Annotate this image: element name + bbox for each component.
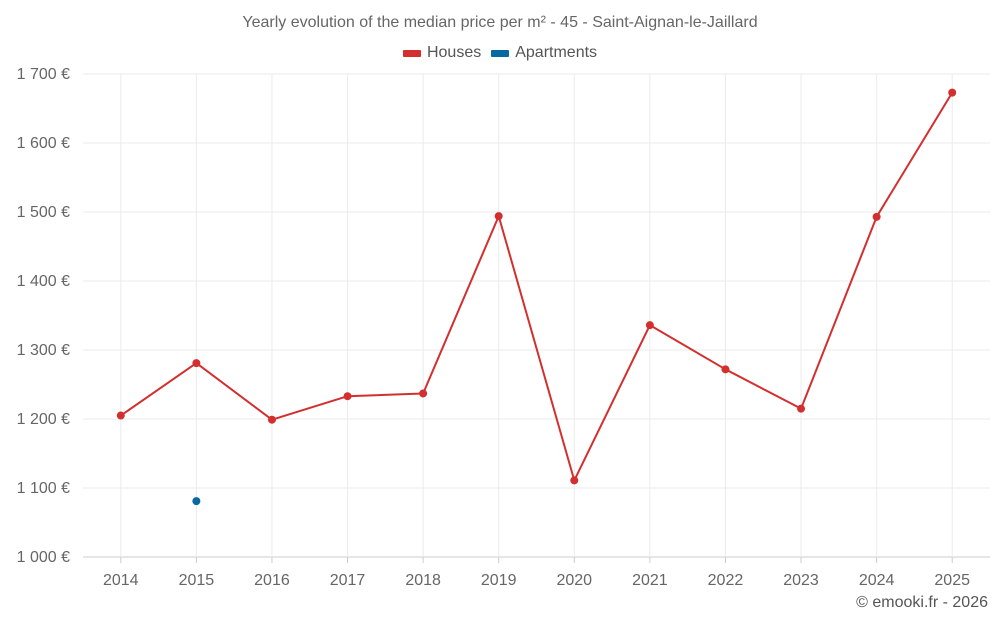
x-tick-label: 2021: [632, 572, 668, 589]
y-tick-label: 1 000 €: [17, 549, 70, 566]
y-tick-label: 1 700 €: [17, 66, 70, 83]
legend-label-houses: Houses: [426, 44, 482, 61]
x-tick-label: 2025: [934, 572, 970, 589]
data-point-houses[interactable]: [267, 415, 276, 424]
data-point-houses[interactable]: [645, 321, 654, 330]
data-point-houses[interactable]: [419, 389, 428, 398]
x-tick-label: 2024: [859, 572, 895, 589]
legend-item-apartments[interactable]: Apartments: [491, 44, 597, 62]
legend-item-houses[interactable]: Houses: [402, 44, 482, 62]
x-tick-label: 2023: [783, 572, 819, 589]
y-tick-label: 1 100 €: [17, 480, 70, 497]
data-point-houses[interactable]: [797, 404, 806, 413]
x-tick-label: 2020: [556, 572, 592, 589]
y-tick-label: 1 300 €: [17, 342, 70, 359]
data-point-houses[interactable]: [948, 88, 957, 97]
data-point-houses[interactable]: [721, 365, 730, 374]
x-tick-label: 2019: [481, 572, 517, 589]
legend-swatch-houses: [402, 49, 421, 57]
x-tick-label: 2016: [254, 572, 290, 589]
data-point-houses[interactable]: [494, 212, 503, 221]
x-tick-label: 2014: [103, 572, 139, 589]
x-tick-label: 2017: [330, 572, 366, 589]
legend: Houses Apartments: [0, 44, 1000, 62]
x-tick-label: 2022: [708, 572, 744, 589]
y-tick-label: 1 500 €: [17, 204, 70, 221]
x-tick-label: 2015: [179, 572, 215, 589]
series-line-houses: [120, 92, 954, 482]
data-point-houses[interactable]: [343, 392, 352, 401]
y-tick-label: 1 200 €: [17, 411, 70, 428]
data-point-houses[interactable]: [570, 476, 579, 485]
data-point-houses[interactable]: [192, 359, 201, 368]
legend-swatch-apartments: [491, 49, 510, 57]
data-point-houses[interactable]: [116, 411, 125, 420]
data-point-apartments[interactable]: [192, 497, 201, 506]
y-tick-label: 1 400 €: [17, 273, 70, 290]
data-point-houses[interactable]: [872, 212, 881, 221]
y-tick-label: 1 600 €: [17, 135, 70, 152]
credit-text: © emooki.fr - 2026: [856, 594, 988, 611]
x-tick-label: 2018: [405, 572, 441, 589]
chart-title: Yearly evolution of the median price per…: [242, 14, 758, 31]
legend-label-apartments: Apartments: [515, 44, 598, 61]
